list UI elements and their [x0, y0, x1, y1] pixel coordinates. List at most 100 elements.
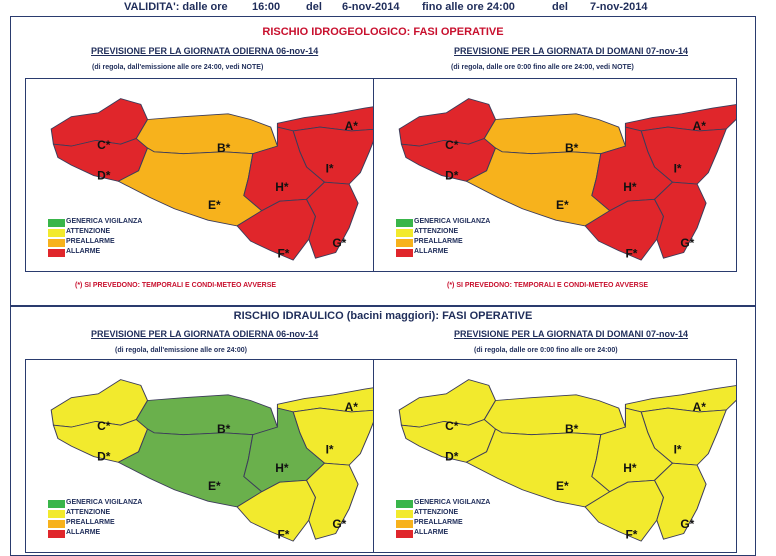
zone-label-e: E*: [208, 479, 221, 493]
tomorrow-note: (di regola, dalle ore 0:00 fino alle ore…: [474, 347, 618, 354]
zone-label-d: D*: [97, 168, 111, 182]
zone-b: [483, 113, 627, 155]
zone-label-a: A*: [345, 400, 359, 414]
tomorrow-note: (di regola, dalle ore 0:00 fino alle ore…: [451, 64, 634, 71]
zone-a: [624, 104, 736, 132]
zone-a: [276, 385, 388, 413]
validity-to-date: 7-nov-2014: [590, 1, 648, 13]
legend-swatch: [396, 510, 413, 518]
legend-swatch: [396, 239, 413, 247]
legend-swatch: [396, 520, 413, 528]
sicily-map-tomorrow: A* B* C* D* E* F* G* H* I* GENERICA VIGILANZA ATTE…: [373, 78, 737, 272]
tomorrow-heading: PREVISIONE PER LA GIORNATA DI DOMANI 07-…: [454, 329, 689, 339]
zone-label-h: H*: [275, 461, 289, 475]
legend-swatch: [48, 239, 65, 247]
legend-label: PREALLARME: [414, 519, 463, 526]
legend-label: ALLARME: [414, 529, 449, 536]
validity-from-date: 6-nov-2014: [342, 1, 400, 13]
legend-label: ALLARME: [66, 529, 101, 536]
validity-del-1: del: [306, 1, 322, 13]
today-heading: PREVISIONE PER LA GIORNATA ODIERNA 06-no…: [91, 329, 319, 339]
zone-label-a: A*: [693, 400, 707, 414]
zone-g: [305, 181, 359, 259]
idrogeologico-section: RISCHIO IDROGEOLOGICO: FASI OPERATIVE PR…: [10, 16, 756, 306]
zone-label-g: G*: [332, 517, 346, 531]
legend-label: ATTENZIONE: [66, 228, 111, 235]
zone-b: [483, 394, 627, 436]
legend-swatch: [48, 500, 65, 508]
zone-label-f: F*: [277, 527, 289, 541]
zone-label-d: D*: [97, 449, 111, 463]
legend-swatch: [396, 229, 413, 237]
legend-label: PREALLARME: [414, 238, 463, 245]
zone-label-h: H*: [623, 180, 637, 194]
zone-label-i: I*: [326, 162, 334, 176]
legend-label: GENERICA VIGILANZA: [66, 499, 143, 506]
zone-label-g: G*: [680, 517, 694, 531]
legend-swatch: [396, 219, 413, 227]
sicily-map-today: A* B* C* D* E* F* G* H* I* GENERICA VIGILANZA ATTE…: [25, 359, 389, 553]
zone-label-e: E*: [556, 479, 569, 493]
zone-label-b: B*: [217, 422, 231, 436]
legend-swatch: [48, 510, 65, 518]
today-note: (di regola, dall'emissione alle ore 24:0…: [115, 347, 247, 354]
legend-label: ALLARME: [414, 248, 449, 255]
today-heading: PREVISIONE PER LA GIORNATA ODIERNA 06-no…: [91, 46, 319, 56]
zone-f: [584, 479, 665, 542]
legend-label: ALLARME: [66, 248, 101, 255]
legend-swatch: [396, 249, 413, 257]
sicily-map-svg: A* B* C* D* E* F* G* H* I*: [398, 98, 736, 261]
legend-label: ATTENZIONE: [66, 509, 111, 516]
idraulico-section: RISCHIO IDRAULICO (bacini maggiori): FAS…: [10, 306, 756, 556]
sicily-map-svg: A* B* C* D* E* F* G* H* I*: [50, 98, 388, 261]
zone-label-g: G*: [332, 236, 346, 250]
zone-a: [276, 104, 388, 132]
zone-label-f: F*: [277, 246, 289, 260]
section-title: RISCHIO IDRAULICO (bacini maggiori): FAS…: [233, 310, 533, 322]
zone-label-f: F*: [625, 246, 637, 260]
zone-label-e: E*: [556, 198, 569, 212]
legend-label: PREALLARME: [66, 519, 115, 526]
zone-label-i: I*: [326, 443, 334, 457]
legend-swatch: [48, 219, 65, 227]
footnote-tomorrow: (*) SI PREVEDONO: TEMPORALI E CONDI-METE…: [447, 282, 649, 289]
zone-f: [236, 198, 317, 261]
sicily-map-svg: A* B* C* D* E* F* G* H* I*: [50, 379, 388, 542]
zone-label-a: A*: [345, 119, 359, 133]
zone-label-c: C*: [97, 419, 111, 433]
zone-label-b: B*: [565, 141, 579, 155]
sicily-map-svg: A* B* C* D* E* F* G* H* I*: [398, 379, 736, 542]
zone-label-f: F*: [625, 527, 637, 541]
zone-label-c: C*: [445, 419, 459, 433]
zone-label-i: I*: [674, 162, 682, 176]
legend-swatch: [48, 249, 65, 257]
sicily-map-today: A* B* C* D* E* F* G* H* I* GENERICA VIGILANZA ATTE…: [25, 78, 389, 272]
section-title: RISCHIO IDROGEOLOGICO: FASI OPERATIVE: [262, 26, 504, 38]
validity-label: VALIDITA': dalle ore: [124, 1, 228, 13]
sicily-map-tomorrow: A* B* C* D* E* F* G* H* I* GENERICA VIGILANZA ATTE…: [373, 359, 737, 553]
validity-from-time: 16:00: [252, 1, 281, 13]
zone-label-h: H*: [623, 461, 637, 475]
zone-label-h: H*: [275, 180, 289, 194]
validity-until: fino alle ore 24:00: [422, 1, 515, 13]
footnote-today: (*) SI PREVEDONO: TEMPORALI E CONDI-METE…: [75, 282, 277, 289]
zone-a: [624, 385, 736, 413]
legend-label: GENERICA VIGILANZA: [66, 218, 143, 225]
zone-label-c: C*: [97, 138, 111, 152]
zone-label-b: B*: [217, 141, 231, 155]
zone-g: [305, 462, 359, 540]
zone-label-d: D*: [445, 449, 459, 463]
legend-swatch: [396, 500, 413, 508]
legend-label: PREALLARME: [66, 238, 115, 245]
zone-label-e: E*: [208, 198, 221, 212]
today-note: (di regola, dall'emissione alle ore 24:0…: [92, 64, 264, 71]
legend-label: GENERICA VIGILANZA: [414, 499, 491, 506]
legend-swatch: [48, 530, 65, 538]
zone-label-i: I*: [674, 443, 682, 457]
zone-g: [653, 462, 707, 540]
zone-f: [584, 198, 665, 261]
validity-del-2: del: [552, 1, 568, 13]
zone-label-b: B*: [565, 422, 579, 436]
legend-label: GENERICA VIGILANZA: [414, 218, 491, 225]
zone-f: [236, 479, 317, 542]
